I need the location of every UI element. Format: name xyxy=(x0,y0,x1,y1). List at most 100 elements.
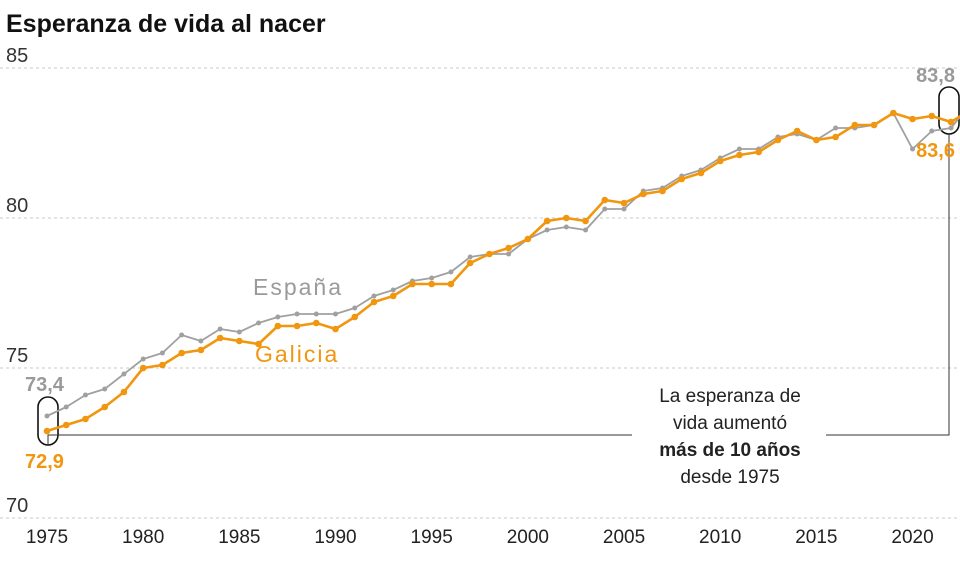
start-value-espana: 73,4 xyxy=(25,374,65,396)
data-point-espana xyxy=(275,314,281,320)
series-label-espana: España xyxy=(253,274,343,300)
data-point-espana xyxy=(467,254,473,260)
data-point-espana xyxy=(44,413,50,419)
data-point-espana xyxy=(121,371,127,377)
data-point-galicia xyxy=(563,214,570,222)
data-point-espana xyxy=(448,269,454,275)
data-point-espana xyxy=(602,206,608,212)
data-point-galicia xyxy=(620,199,628,207)
data-point-galicia xyxy=(409,280,416,288)
data-point-galicia xyxy=(255,340,262,348)
data-point-galicia xyxy=(197,346,205,354)
y-tick-label: 70 xyxy=(6,495,28,517)
data-point-galicia xyxy=(62,421,70,429)
series-layer xyxy=(43,109,960,435)
data-point-espana xyxy=(544,227,550,233)
data-point-galicia xyxy=(428,280,435,288)
data-point-espana xyxy=(563,224,569,230)
annotation-bracket xyxy=(37,86,960,446)
data-point-espana xyxy=(621,206,627,212)
data-point-espana xyxy=(102,386,108,392)
data-point-galicia xyxy=(447,280,455,288)
y-axis: 70 75 80 85 xyxy=(6,45,28,517)
data-point-galicia xyxy=(332,325,339,333)
annotation-text: La esperanza de vida aumentó más de 10 a… xyxy=(659,386,801,488)
data-point-galicia xyxy=(159,361,166,369)
data-point-espana xyxy=(371,293,377,299)
data-point-espana xyxy=(236,329,242,335)
data-point-galicia xyxy=(543,217,551,225)
data-point-espana xyxy=(294,311,300,317)
data-point-galicia xyxy=(832,133,839,141)
x-tick-label: 2000 xyxy=(507,527,549,548)
data-point-espana xyxy=(583,227,589,233)
data-point-galicia xyxy=(678,175,686,183)
grid xyxy=(0,67,960,519)
data-point-galicia xyxy=(755,148,762,156)
x-axis: 1975 1980 1985 1990 1995 2000 2005 2010 2015 2020 xyxy=(26,527,934,548)
data-point-galicia xyxy=(909,115,916,123)
data-point-galicia xyxy=(793,127,801,135)
data-point-galicia xyxy=(139,364,147,372)
x-tick-label: 1990 xyxy=(314,527,356,548)
x-tick-label: 2015 xyxy=(795,527,837,548)
data-point-espana xyxy=(429,275,435,281)
data-point-galicia xyxy=(312,319,320,327)
x-tick-label: 1995 xyxy=(411,527,453,548)
start-value-galicia: 72,9 xyxy=(25,451,64,473)
x-tick-label: 2020 xyxy=(891,527,933,548)
data-point-espana xyxy=(352,305,358,311)
data-point-galicia xyxy=(82,415,89,423)
data-point-espana xyxy=(929,128,935,134)
data-point-espana xyxy=(217,326,223,332)
data-point-galicia xyxy=(101,403,109,411)
data-point-galicia xyxy=(928,112,936,120)
chart-title: Esperanza de vida al nacer xyxy=(6,10,326,38)
data-point-espana xyxy=(948,125,954,131)
data-point-galicia xyxy=(216,334,224,342)
data-point-galicia xyxy=(236,337,243,345)
data-point-espana xyxy=(736,146,742,152)
data-point-galicia xyxy=(870,121,878,129)
y-tick-label: 85 xyxy=(6,45,28,67)
end-value-espana: 83,8 xyxy=(916,65,955,87)
data-point-espana xyxy=(910,146,916,152)
data-point-espana xyxy=(506,251,512,257)
data-point-galicia xyxy=(178,349,185,357)
x-tick-label: 2005 xyxy=(603,527,645,548)
series-line-espana xyxy=(46,112,960,417)
data-point-espana xyxy=(179,332,185,338)
data-point-espana xyxy=(82,392,88,398)
x-tick-label: 1985 xyxy=(218,527,260,548)
bracket-line-left xyxy=(47,434,632,445)
data-point-galicia xyxy=(736,151,743,159)
data-point-galicia xyxy=(947,118,955,126)
data-point-galicia xyxy=(716,157,724,165)
data-point-galicia xyxy=(697,169,705,177)
data-point-galicia xyxy=(813,136,820,144)
data-point-espana xyxy=(333,311,339,317)
annotation-line-4: desde 1975 xyxy=(680,467,779,488)
data-point-espana xyxy=(198,338,204,344)
annotation-line-3: más de 10 años xyxy=(659,440,801,461)
data-point-galicia xyxy=(293,322,301,330)
data-point-espana xyxy=(256,320,262,326)
data-point-galicia xyxy=(582,217,589,225)
data-point-galicia xyxy=(274,322,282,330)
series-line-galicia xyxy=(46,111,960,433)
y-tick-label: 75 xyxy=(6,345,28,367)
x-tick-label: 2010 xyxy=(699,527,741,548)
x-tick-label: 1980 xyxy=(122,527,164,548)
data-point-galicia xyxy=(370,298,378,306)
data-point-galicia xyxy=(486,250,493,258)
data-point-espana xyxy=(833,125,839,131)
data-point-galicia xyxy=(389,292,397,300)
annotation-line-2: vida aumentó xyxy=(673,413,787,434)
data-point-galicia xyxy=(639,190,647,198)
data-point-espana xyxy=(140,356,146,362)
data-point-galicia xyxy=(774,136,782,144)
x-tick-label: 1975 xyxy=(26,527,68,548)
data-point-galicia xyxy=(889,109,897,117)
data-point-galicia xyxy=(466,259,474,267)
data-point-galicia xyxy=(659,187,666,195)
